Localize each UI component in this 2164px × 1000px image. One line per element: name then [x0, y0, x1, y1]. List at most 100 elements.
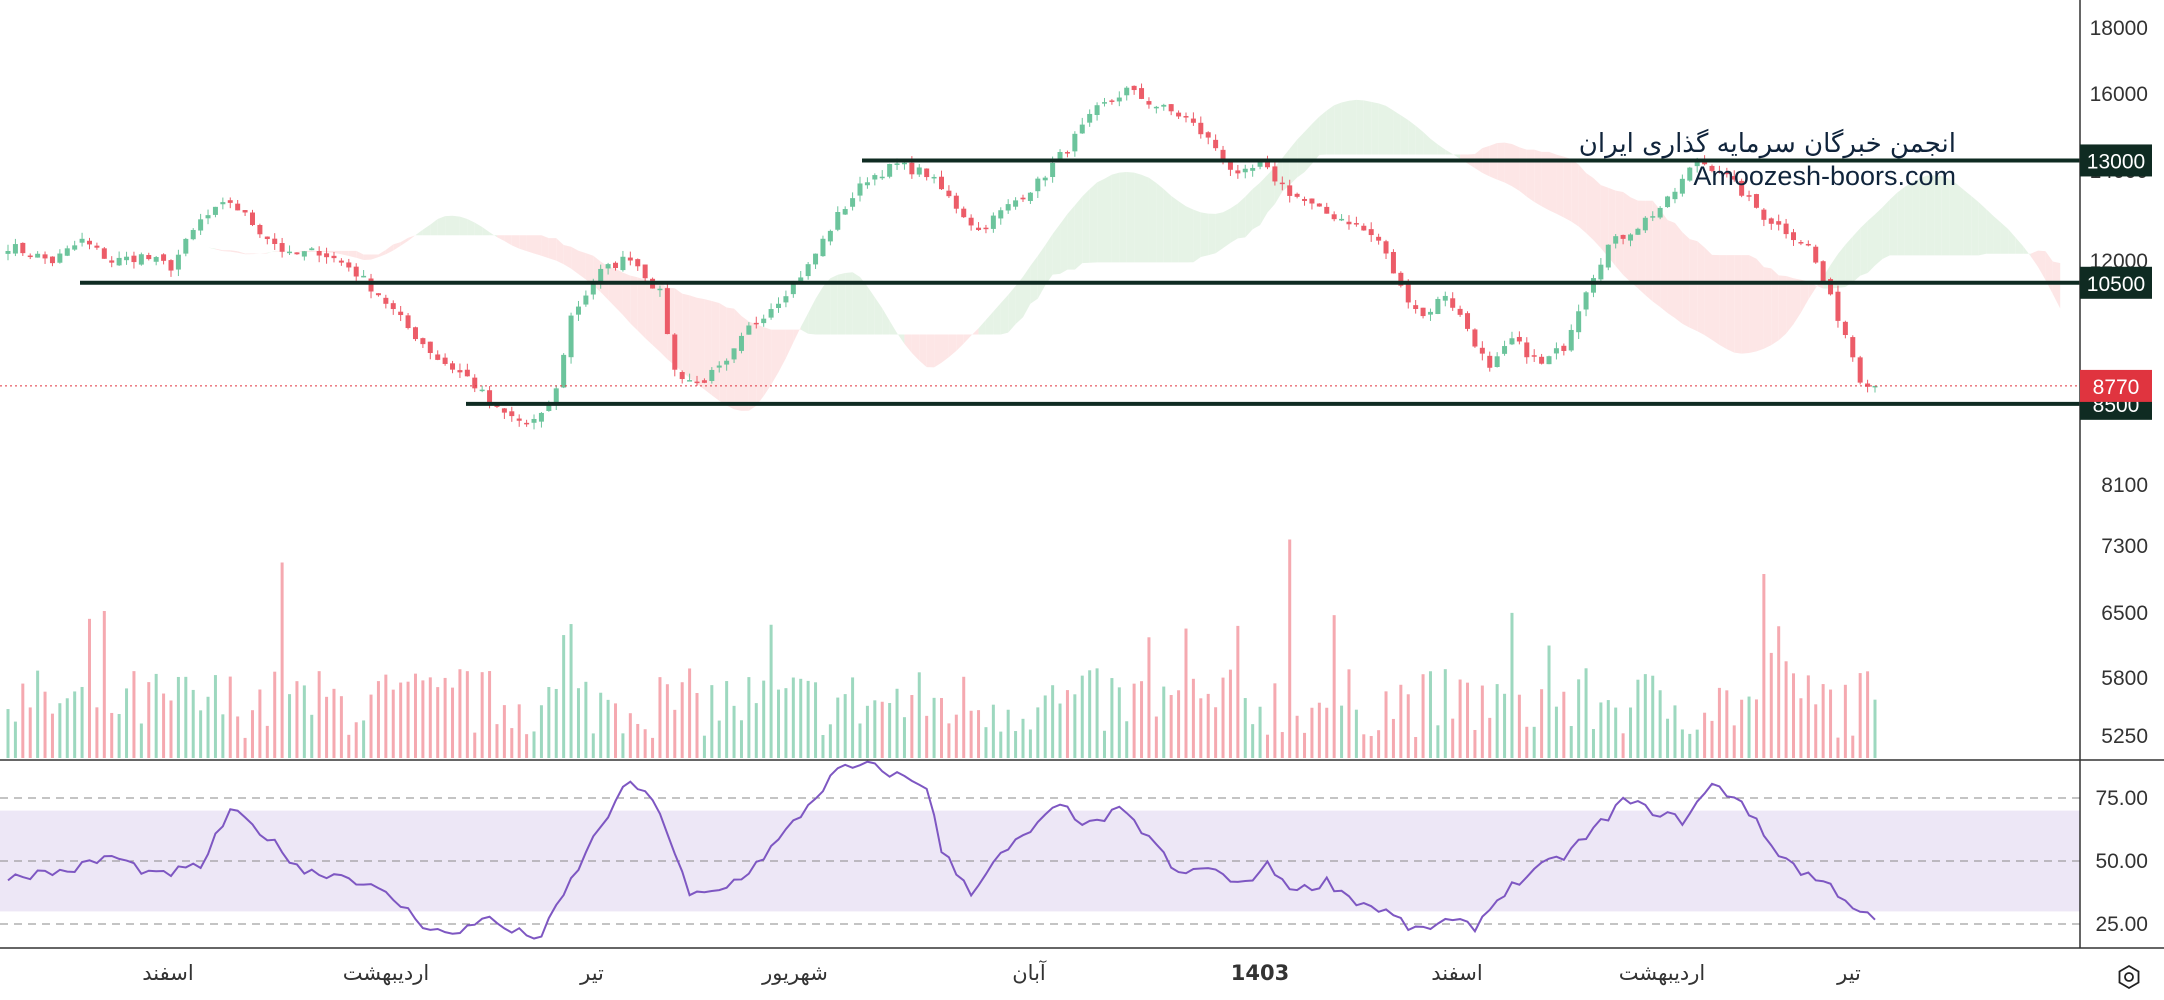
volume-bar — [1458, 679, 1462, 758]
candle-body — [583, 295, 589, 305]
candle-body — [116, 257, 122, 266]
candle-body — [1553, 348, 1559, 354]
volume-bar — [73, 691, 77, 758]
ichimoku-cloud-segment — [756, 324, 764, 406]
ichimoku-cloud-segment — [726, 307, 735, 410]
ichimoku-cloud-segment — [474, 222, 483, 236]
level-label-10500: 10500 — [2087, 273, 2145, 296]
candle-body — [212, 206, 218, 215]
volume-bar — [1236, 625, 1240, 758]
candle-body — [1613, 236, 1619, 244]
ichimoku-cloud-segment — [1882, 199, 1890, 259]
volume-bar — [1080, 675, 1084, 758]
ichimoku-cloud-segment — [504, 235, 512, 246]
volume-bar — [243, 737, 247, 758]
ichimoku-cloud-segment — [1252, 182, 1261, 230]
candle-body — [561, 354, 567, 388]
ichimoku-cloud-segment — [333, 250, 342, 255]
candle-body — [1198, 122, 1204, 135]
volume-bar — [1162, 686, 1166, 758]
candle-body — [390, 303, 396, 310]
ichimoku-cloud-segment — [1904, 182, 1913, 256]
candle-body — [1820, 261, 1826, 282]
candle-body — [687, 380, 693, 382]
ichimoku-cloud-segment — [1104, 174, 1112, 263]
price-tick-label: 18000 — [2090, 17, 2148, 40]
volume-bar — [762, 680, 766, 758]
candle-body — [761, 318, 767, 324]
volume-bar — [1821, 684, 1825, 758]
candle-body — [931, 176, 937, 179]
candle-body — [1828, 279, 1834, 295]
volume-bar — [510, 728, 514, 758]
ichimoku-cloud-segment — [1185, 206, 1194, 263]
ichimoku-cloud-segment — [1726, 255, 1735, 353]
ichimoku-cloud-segment — [852, 272, 861, 335]
candle-body — [850, 198, 856, 207]
candle-body — [1628, 234, 1634, 241]
candle-body — [1687, 167, 1693, 181]
volume-bar — [873, 700, 877, 758]
ichimoku-cloud-segment — [1334, 102, 1342, 155]
ichimoku-cloud-segment — [445, 215, 453, 236]
candle-body — [435, 354, 441, 360]
candle-body — [1190, 118, 1196, 123]
volume-bar — [206, 696, 210, 758]
volume-bar — [428, 677, 432, 758]
volume-bar — [1466, 682, 1470, 758]
volume-bar — [458, 669, 462, 758]
ichimoku-cloud-segment — [1297, 131, 1305, 178]
volume-bar — [1065, 690, 1069, 758]
ichimoku-cloud-segment — [1519, 147, 1527, 197]
candle-body — [1013, 200, 1019, 207]
ichimoku-cloud-segment — [215, 248, 223, 252]
candle-body — [109, 260, 115, 263]
ichimoku-cloud-segment — [1852, 228, 1861, 283]
level-label-box — [2080, 144, 2152, 177]
volume-bar — [1043, 695, 1047, 758]
candle-body — [657, 288, 663, 291]
ichimoku-cloud-segment — [904, 334, 912, 354]
volume-bar — [1199, 698, 1203, 758]
volume-bar — [1147, 637, 1151, 758]
ichimoku-cloud-segment — [1074, 196, 1083, 270]
volume-bar — [1414, 736, 1418, 758]
candle-body — [1087, 113, 1093, 123]
ichimoku-cloud-segment — [1223, 208, 1231, 249]
time-axis-label: آبان — [1012, 960, 1047, 985]
ichimoku-cloud-segment — [1497, 142, 1505, 183]
candle-body — [1020, 197, 1026, 200]
candle-body — [183, 238, 189, 254]
volume-bar — [1606, 700, 1610, 758]
ichimoku-cloud-segment — [1319, 110, 1327, 155]
price-tick-label: 5800 — [2101, 667, 2148, 690]
ichimoku-cloud-segment — [1178, 201, 1186, 263]
candle-body — [1516, 336, 1522, 342]
candle-body — [909, 162, 915, 175]
candle-body — [635, 259, 641, 267]
ichimoku-cloud-segment — [1230, 203, 1238, 243]
candle-body — [1768, 218, 1774, 224]
ichimoku-cloud-segment — [882, 308, 890, 335]
volume-bar — [1451, 718, 1455, 758]
ichimoku-cloud-segment — [1423, 131, 1431, 155]
volume-bar — [362, 720, 366, 758]
ichimoku-cloud-segment — [1689, 239, 1698, 332]
ichimoku-cloud-segment — [800, 313, 809, 334]
volume-bar — [1317, 702, 1321, 758]
ichimoku-cloud-segment — [971, 328, 979, 336]
ichimoku-cloud-segment — [734, 308, 742, 411]
ichimoku-cloud-segment — [363, 254, 372, 260]
volume-bar — [1480, 685, 1484, 758]
volume-bar — [1177, 690, 1181, 758]
settings-gear-icon[interactable] — [2116, 964, 2142, 990]
ichimoku-cloud-segment — [1956, 183, 1964, 256]
candle-body — [746, 325, 752, 335]
volume-bar — [1554, 706, 1558, 758]
price-tick-label: 8100 — [2101, 474, 2148, 497]
volume-bar — [591, 733, 595, 758]
volume-bar — [1754, 699, 1758, 758]
volume-bar — [169, 700, 173, 758]
candle-body — [1376, 236, 1382, 241]
